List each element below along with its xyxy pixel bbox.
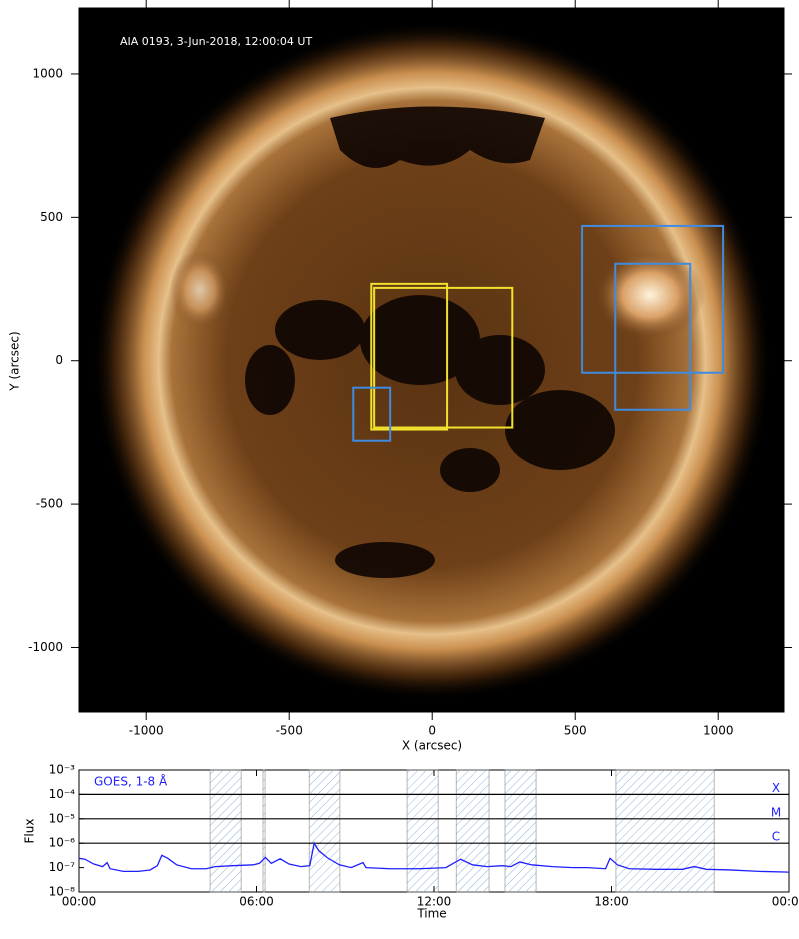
legend-entry: GOES, 1-8 Å — [94, 774, 168, 789]
y-tick-label: 10⁻⁴ — [49, 787, 76, 801]
class-level-label: C — [772, 830, 780, 844]
y-axis-label: Flux — [23, 819, 37, 844]
y-tick-label: -500 — [36, 497, 63, 511]
flare-interval — [455, 769, 490, 893]
x-axis-label: Time — [416, 907, 446, 921]
x-tick-label: 12:00 — [417, 895, 452, 909]
x-tick-label: -1000 — [129, 724, 164, 738]
active-region — [595, 250, 705, 340]
active-region — [170, 250, 230, 330]
y-tick-label: 1000 — [32, 66, 63, 80]
image-annotation: AIA 0193, 3-Jun-2018, 12:00:04 UT — [120, 35, 312, 48]
flare-interval — [615, 769, 715, 893]
y-tick-label: 10⁻⁷ — [49, 860, 76, 874]
x-tick-label: 18:00 — [594, 895, 629, 909]
x-tick-label: 00:00 — [772, 895, 799, 909]
flare-interval — [504, 769, 537, 893]
goes-curve — [78, 841, 790, 873]
x-tick-label: -500 — [276, 724, 303, 738]
y-axis-label: Y (arcsec) — [8, 331, 22, 391]
x-axis-label: X (arcsec) — [402, 739, 462, 753]
x-tick-label: 00:00 — [62, 895, 97, 909]
region-box — [373, 286, 514, 429]
y-tick-label: -1000 — [28, 640, 63, 654]
region-box — [352, 386, 392, 442]
region-box — [614, 262, 692, 411]
flare-interval — [262, 769, 266, 893]
x-tick-label: 06:00 — [239, 895, 274, 909]
y-tick-label: 500 — [40, 210, 63, 224]
y-tick-label: 10⁻³ — [49, 763, 76, 777]
flare-interval — [209, 769, 242, 893]
y-tick-label: 0 — [55, 353, 63, 367]
x-tick-label: 1000 — [703, 724, 734, 738]
flare-interval — [406, 769, 439, 893]
region-box — [581, 224, 725, 374]
region-box — [370, 282, 449, 431]
y-tick-label: 10⁻⁸ — [49, 885, 76, 899]
x-tick-label: 500 — [564, 724, 587, 738]
class-level-label: X — [772, 781, 780, 795]
coronal-holes — [245, 106, 615, 578]
class-level-label: M — [771, 805, 781, 819]
y-tick-label: 10⁻⁶ — [49, 836, 76, 850]
x-tick-label: 0 — [428, 724, 436, 738]
solar-image — [79, 8, 784, 712]
image-frame — [78, 7, 785, 713]
flare-interval — [308, 769, 341, 893]
y-tick-label: 10⁻⁵ — [49, 811, 76, 825]
